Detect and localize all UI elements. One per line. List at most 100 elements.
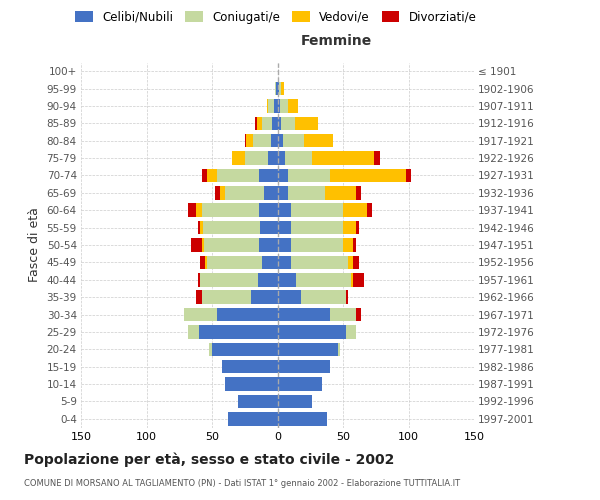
Bar	[274, 99, 277, 112]
Bar	[304, 134, 332, 147]
Bar	[356, 221, 359, 234]
Bar	[277, 168, 288, 182]
Bar	[353, 238, 356, 252]
Bar	[280, 99, 288, 112]
Bar	[251, 290, 277, 304]
Bar	[343, 221, 356, 234]
Bar	[277, 238, 290, 252]
Bar	[277, 186, 288, 200]
Bar	[290, 238, 343, 252]
Bar	[260, 221, 277, 234]
Bar	[197, 273, 200, 286]
Bar	[343, 238, 353, 252]
Bar	[212, 342, 277, 356]
Bar	[199, 325, 277, 338]
Bar	[225, 186, 265, 200]
Bar	[353, 256, 359, 269]
Bar	[258, 273, 277, 286]
Bar	[281, 116, 295, 130]
Bar	[217, 308, 277, 322]
Bar	[200, 273, 258, 286]
Text: Popolazione per età, sesso e stato civile - 2002: Popolazione per età, sesso e stato civil…	[24, 452, 394, 467]
Legend: Celibi/Nubili, Coniugati/e, Vedovi/e, Divorziati/e: Celibi/Nubili, Coniugati/e, Vedovi/e, Di…	[71, 6, 481, 28]
Bar	[255, 116, 257, 130]
Bar	[277, 221, 290, 234]
Bar	[259, 204, 277, 217]
Bar	[353, 273, 364, 286]
Bar	[367, 204, 372, 217]
Bar	[225, 378, 277, 391]
Bar	[351, 273, 353, 286]
Bar	[246, 134, 253, 147]
Bar	[188, 204, 196, 217]
Bar	[268, 99, 274, 112]
Bar	[262, 116, 272, 130]
Bar	[277, 116, 281, 130]
Bar	[275, 82, 276, 96]
Bar	[271, 134, 277, 147]
Bar	[281, 82, 284, 96]
Bar	[296, 273, 351, 286]
Bar	[277, 325, 346, 338]
Bar	[277, 308, 330, 322]
Bar	[346, 290, 348, 304]
Bar	[290, 204, 343, 217]
Bar	[343, 204, 367, 217]
Bar	[277, 378, 322, 391]
Y-axis label: Fasce di età: Fasce di età	[28, 208, 41, 282]
Bar	[356, 186, 361, 200]
Bar	[279, 82, 281, 96]
Bar	[259, 168, 277, 182]
Bar	[277, 412, 327, 426]
Bar	[245, 134, 246, 147]
Bar	[330, 308, 356, 322]
Bar	[196, 204, 202, 217]
Bar	[203, 221, 260, 234]
Bar	[209, 342, 212, 356]
Bar	[202, 238, 204, 252]
Bar	[277, 82, 279, 96]
Bar	[348, 256, 353, 269]
Bar	[288, 99, 298, 112]
Bar	[262, 256, 277, 269]
Bar	[267, 99, 268, 112]
Bar	[356, 308, 361, 322]
Bar	[338, 342, 340, 356]
Bar	[286, 152, 311, 165]
Bar	[191, 238, 202, 252]
Bar	[330, 168, 406, 182]
Bar	[259, 238, 277, 252]
Bar	[217, 168, 259, 182]
Bar	[277, 273, 296, 286]
Bar	[197, 221, 200, 234]
Bar	[268, 152, 277, 165]
Bar	[283, 134, 304, 147]
Bar	[238, 394, 277, 408]
Bar	[277, 342, 338, 356]
Bar	[215, 186, 220, 200]
Bar	[188, 325, 199, 338]
Bar	[288, 168, 330, 182]
Bar	[202, 204, 259, 217]
Bar	[288, 186, 325, 200]
Bar	[374, 152, 380, 165]
Bar	[184, 308, 217, 322]
Bar	[346, 325, 356, 338]
Bar	[205, 256, 207, 269]
Bar	[277, 152, 286, 165]
Bar	[207, 168, 217, 182]
Bar	[290, 221, 343, 234]
Bar	[277, 256, 290, 269]
Bar	[277, 134, 283, 147]
Bar	[253, 134, 271, 147]
Text: Femmine: Femmine	[301, 34, 372, 48]
Bar	[406, 168, 411, 182]
Bar	[228, 412, 277, 426]
Bar	[257, 116, 262, 130]
Bar	[265, 186, 277, 200]
Bar	[277, 204, 290, 217]
Bar	[277, 394, 311, 408]
Bar	[223, 360, 277, 374]
Text: COMUNE DI MORSANO AL TAGLIAMENTO (PN) - Dati ISTAT 1° gennaio 2002 - Elaborazion: COMUNE DI MORSANO AL TAGLIAMENTO (PN) - …	[24, 479, 460, 488]
Bar	[295, 116, 318, 130]
